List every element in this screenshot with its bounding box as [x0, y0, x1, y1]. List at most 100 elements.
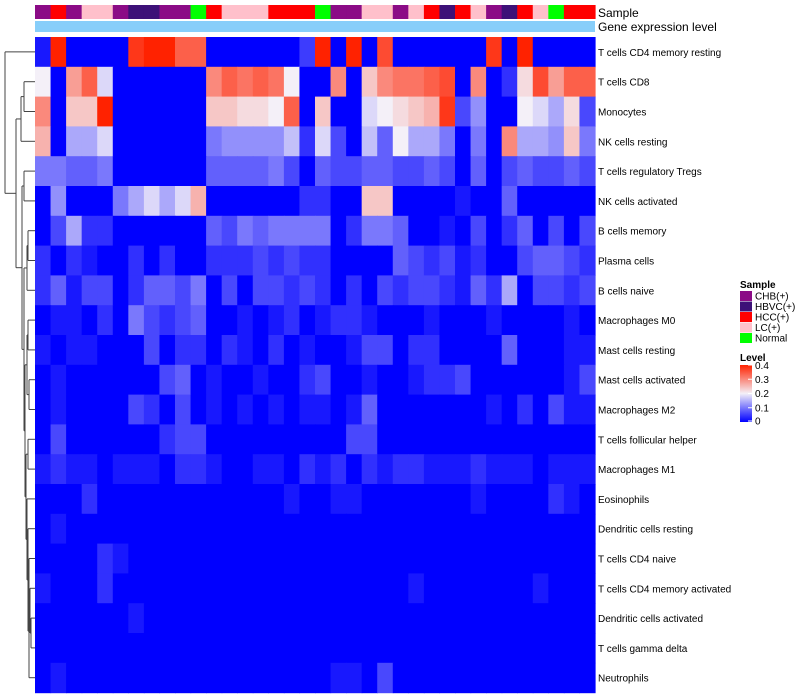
heatmap-cell — [408, 364, 425, 396]
sample-annotation-cell — [408, 5, 425, 19]
heatmap-cell — [237, 394, 254, 425]
sample-annotation-cell — [361, 5, 378, 19]
heatmap-cell — [470, 186, 487, 217]
heatmap-cell — [439, 424, 456, 455]
heatmap-cell — [112, 126, 129, 157]
heatmap-cell — [455, 603, 472, 634]
heatmap-cell — [268, 633, 285, 664]
heatmap-cell — [35, 513, 52, 545]
heatmap-cell — [159, 573, 176, 604]
heatmap-cell — [97, 454, 114, 485]
heatmap-cell — [517, 543, 534, 574]
heatmap-cell — [563, 424, 581, 455]
heatmap-cell — [221, 215, 238, 247]
heatmap-cell — [97, 603, 114, 634]
heatmap-cell — [268, 156, 285, 187]
sample-annotation-cell — [81, 5, 98, 19]
heatmap-cell — [252, 633, 269, 664]
heatmap-cell — [517, 186, 534, 217]
heatmap-cell — [97, 215, 114, 247]
heatmap-cell — [439, 37, 456, 68]
heatmap-cell — [455, 305, 472, 336]
heatmap-cell — [35, 454, 52, 485]
heatmap-cell — [315, 215, 332, 247]
heatmap-cell — [283, 37, 301, 68]
heatmap-cell — [221, 305, 238, 336]
heatmap-cell — [221, 364, 238, 396]
heatmap-cell — [455, 335, 472, 366]
heatmap-cell — [532, 364, 549, 396]
heatmap-cell — [563, 96, 581, 127]
heatmap-cell — [377, 364, 394, 396]
row-label: T cells CD4 memory resting — [598, 48, 721, 59]
sample-legend: Sample CHB(+)HBVC(+)HCC(+)LC(+)Normal — [740, 280, 795, 345]
heatmap-cell — [377, 37, 394, 68]
heatmap-cell — [237, 513, 254, 545]
heatmap-cell — [190, 603, 207, 634]
heatmap-cell — [128, 66, 145, 98]
heatmap-cell — [408, 245, 425, 276]
heatmap-cell — [377, 126, 394, 157]
heatmap-cell — [579, 126, 596, 157]
heatmap-cell — [439, 603, 456, 634]
heatmap-cell — [377, 394, 394, 425]
heatmap-cell — [35, 275, 52, 306]
heatmap-cell — [501, 543, 518, 574]
heatmap-cell — [455, 662, 472, 694]
sample-legend-label: Normal — [755, 334, 787, 345]
heatmap-cell — [97, 513, 114, 545]
heatmap-cell — [159, 245, 176, 276]
sample-annotation-cell — [252, 5, 269, 19]
heatmap-cell — [190, 275, 207, 306]
heatmap-cell — [501, 364, 518, 396]
heatmap-cell — [563, 394, 581, 425]
heatmap-cell — [50, 603, 67, 634]
heatmap-cell — [346, 543, 363, 574]
row-label: T cells follicular helper — [598, 435, 697, 446]
heatmap-cell — [252, 96, 269, 127]
heatmap-cell — [190, 126, 207, 157]
heatmap-cell — [175, 484, 192, 515]
heatmap-cell — [283, 424, 301, 455]
heatmap-cell — [330, 484, 347, 515]
heatmap-cell — [159, 186, 176, 217]
heatmap-cell — [377, 96, 394, 127]
heatmap-cell — [579, 245, 596, 276]
heatmap-cell — [330, 424, 347, 455]
heatmap-cell — [268, 66, 285, 98]
heatmap-cell — [206, 305, 223, 336]
heatmap-cell — [143, 215, 161, 247]
heatmap-cell — [143, 484, 161, 515]
heatmap-cell — [221, 37, 238, 68]
heatmap-cell — [97, 186, 114, 217]
row-label: T cells CD8 — [598, 78, 650, 89]
heatmap-cell — [392, 454, 409, 485]
heatmap-cell — [299, 573, 316, 604]
sample-annotation-label: Sample — [598, 6, 639, 20]
heatmap-cell — [237, 305, 254, 336]
heatmap-cell — [439, 513, 456, 545]
heatmap-cell — [66, 96, 83, 127]
heatmap-cell — [299, 364, 316, 396]
heatmap-cell — [252, 37, 269, 68]
heatmap-cell — [315, 96, 332, 127]
heatmap-cell — [532, 603, 549, 634]
heatmap-cell — [548, 364, 565, 396]
heatmap-cell — [159, 603, 176, 634]
heatmap-cell — [563, 573, 581, 604]
heatmap-cell — [128, 364, 145, 396]
heatmap-cell — [35, 126, 52, 157]
heatmap-cell — [81, 215, 98, 247]
heatmap-cell — [439, 454, 456, 485]
heatmap-cell — [563, 603, 581, 634]
heatmap-cell — [579, 603, 596, 634]
heatmap-cell — [143, 37, 161, 68]
heatmap-cell — [206, 394, 223, 425]
heatmap-cell — [486, 394, 503, 425]
heatmap-cell — [190, 186, 207, 217]
heatmap-cell — [206, 543, 223, 574]
heatmap-cell — [579, 275, 596, 306]
sample-annotation-cell — [346, 5, 363, 19]
heatmap-cell — [190, 245, 207, 276]
